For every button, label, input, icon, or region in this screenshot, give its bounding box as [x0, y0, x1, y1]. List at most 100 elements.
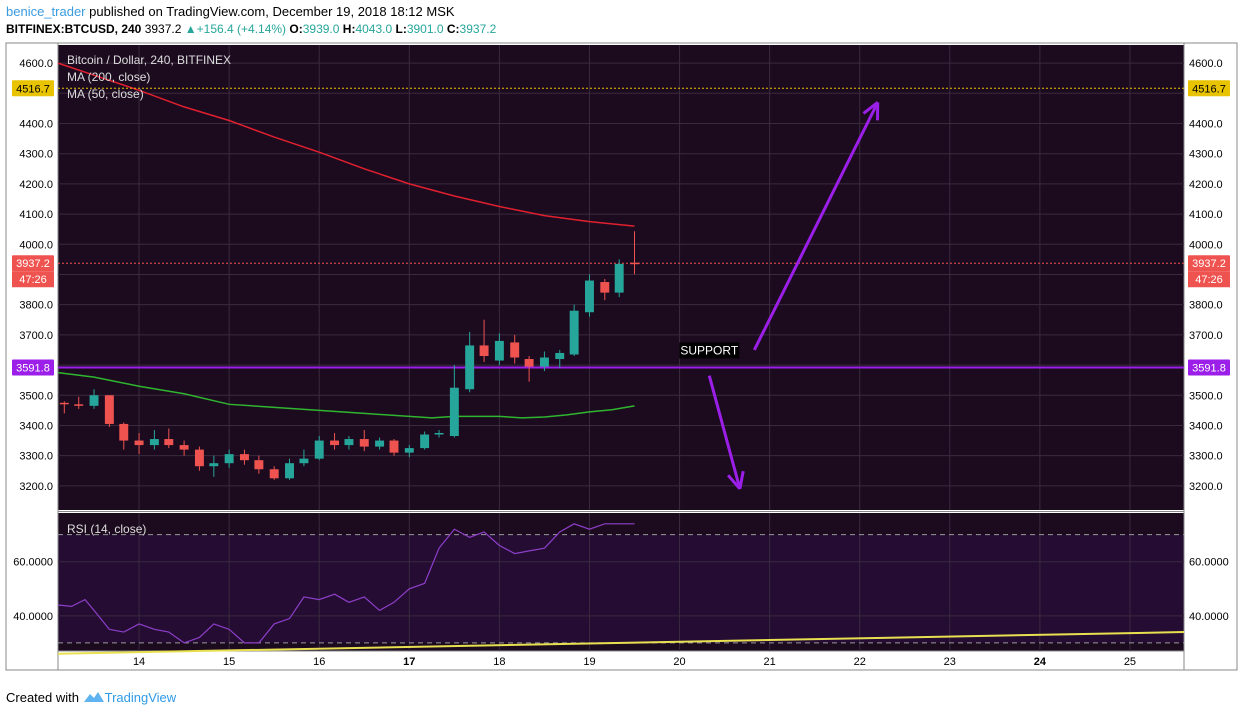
candle-body [59, 402, 69, 405]
candle-body [239, 454, 249, 461]
candle-body [434, 433, 444, 435]
time-tick-label: 20 [673, 656, 685, 668]
price-tick-label-left: 4300.0 [19, 149, 53, 161]
price-tick-label-right: 4600.0 [1189, 58, 1223, 70]
ma200-line [57, 62, 635, 227]
up-triangle-icon: ▲ [184, 22, 197, 36]
candle-body [254, 460, 264, 470]
ma200-legend: MA (200, close) [67, 70, 150, 84]
created-with-text: Created with [6, 690, 79, 705]
level-tag-left-countdown [12, 271, 54, 288]
publish-text: published on TradingView.com, December 1… [89, 4, 455, 19]
author-link[interactable]: benice_trader [6, 4, 86, 19]
ma50-legend: MA (50, close) [67, 87, 144, 101]
price-tick-label-right: 3400.0 [1189, 420, 1223, 432]
candle-body [585, 280, 594, 313]
open-value: 3939.0 [302, 22, 340, 36]
footer: Created with TradingView [6, 690, 176, 707]
level-tag-right-text: 3591.8 [1192, 363, 1226, 375]
time-tick-label: 18 [493, 656, 505, 668]
candle-body [614, 263, 624, 293]
candle-body [285, 463, 294, 479]
symbol-label: BITFINEX:BTCUSD, 240 [6, 22, 142, 36]
candle-body [89, 395, 99, 406]
candle-body [194, 449, 204, 467]
price-tick-label-right: 3200.0 [1189, 481, 1223, 493]
level-tag-left-text: 3591.8 [16, 363, 50, 375]
level-tag-left-text: 3937.2 [16, 258, 50, 270]
price-tick-label-right: 4300.0 [1189, 149, 1223, 161]
candle-body [314, 440, 324, 459]
support-label-box [679, 342, 740, 359]
price-tick-label-right: 4400.0 [1189, 119, 1223, 131]
price-tick-label-left: 3800.0 [19, 300, 53, 312]
price-tick-label-left: 3400.0 [19, 420, 53, 432]
up-arrowhead [862, 101, 879, 115]
rsi-tick-label-right: 40.0000 [1189, 611, 1229, 623]
level-tag-right [1188, 255, 1230, 272]
level-tag-left-text: 4516.7 [16, 83, 50, 95]
candle-body [149, 439, 159, 446]
close-value: 3937.2 [459, 22, 497, 36]
candle-body [269, 469, 279, 479]
price-tick-label-left: 3700.0 [19, 330, 53, 342]
low-value: 3901.0 [406, 22, 444, 36]
time-tick-label: 16 [313, 656, 325, 668]
candle-body [134, 440, 144, 446]
price-tick-label-right: 4000.0 [1189, 239, 1223, 251]
candle-body [465, 345, 475, 390]
candle-body [224, 454, 234, 464]
publish-info: benice_trader published on TradingView.c… [6, 4, 455, 19]
level-tag-right [1188, 359, 1230, 376]
time-tick-label: 15 [223, 656, 235, 668]
ohlc-line: BITFINEX:BTCUSD, 240 3937.2 ▲+156.4 (+4.… [6, 22, 496, 36]
level-tag-right-text: 3937.2 [1192, 258, 1226, 270]
candle-body [344, 439, 354, 446]
candle-body [479, 345, 489, 357]
price-tick-label-left: 4100.0 [19, 209, 53, 221]
price-tick-label-left: 3500.0 [19, 390, 53, 402]
candle-body [330, 440, 340, 446]
rsi-legend: RSI (14, close) [67, 522, 146, 536]
level-tag-left-countdown-text: 47:26 [19, 274, 47, 286]
time-tick-label: 23 [944, 656, 956, 668]
candle-body [449, 387, 459, 437]
level-tag-left [12, 80, 54, 97]
level-tag-right [1188, 80, 1230, 97]
level-tag-right-countdown [1188, 271, 1230, 288]
low-label: L: [395, 22, 407, 36]
down-arrow-line [707, 375, 742, 490]
time-tick-label: 21 [764, 656, 776, 668]
chart-title: Bitcoin / Dollar, 240, BITFINEX [67, 53, 231, 67]
level-tag-right-text: 4516.7 [1192, 83, 1226, 95]
time-tick-label: 25 [1124, 656, 1136, 668]
candle-body [299, 458, 309, 464]
candle-body [569, 310, 579, 355]
candle-body [104, 395, 114, 424]
price-tick-label-left: 3300.0 [19, 451, 53, 463]
up-arrow-line [752, 101, 880, 351]
open-label: O: [289, 22, 303, 36]
price-tick-label-right: 3800.0 [1189, 300, 1223, 312]
tradingview-brand-link[interactable]: TradingView [104, 690, 177, 705]
price-tick-label-right: 3300.0 [1189, 451, 1223, 463]
chart-frame [5, 42, 1238, 671]
level-tag-right-countdown-text: 47:26 [1195, 274, 1223, 286]
candle-body [389, 440, 399, 453]
level-tag-left [12, 255, 54, 272]
down-arrowhead [738, 470, 745, 490]
rsi-band-fill [58, 534, 1184, 643]
last-price: 3937.2 [144, 22, 182, 36]
candle-body [119, 423, 129, 441]
candle-body [74, 404, 84, 406]
candle-body [524, 359, 534, 367]
candle-body [179, 445, 189, 450]
candle-body [494, 340, 504, 361]
rsi-tick-label-right: 60.0000 [1189, 557, 1229, 569]
price-tick-label-left: 4400.0 [19, 119, 53, 131]
candle-body [600, 282, 610, 293]
time-tick-label: 14 [133, 656, 145, 668]
tradingview-logo-icon [83, 690, 105, 707]
candle-body [404, 448, 414, 453]
